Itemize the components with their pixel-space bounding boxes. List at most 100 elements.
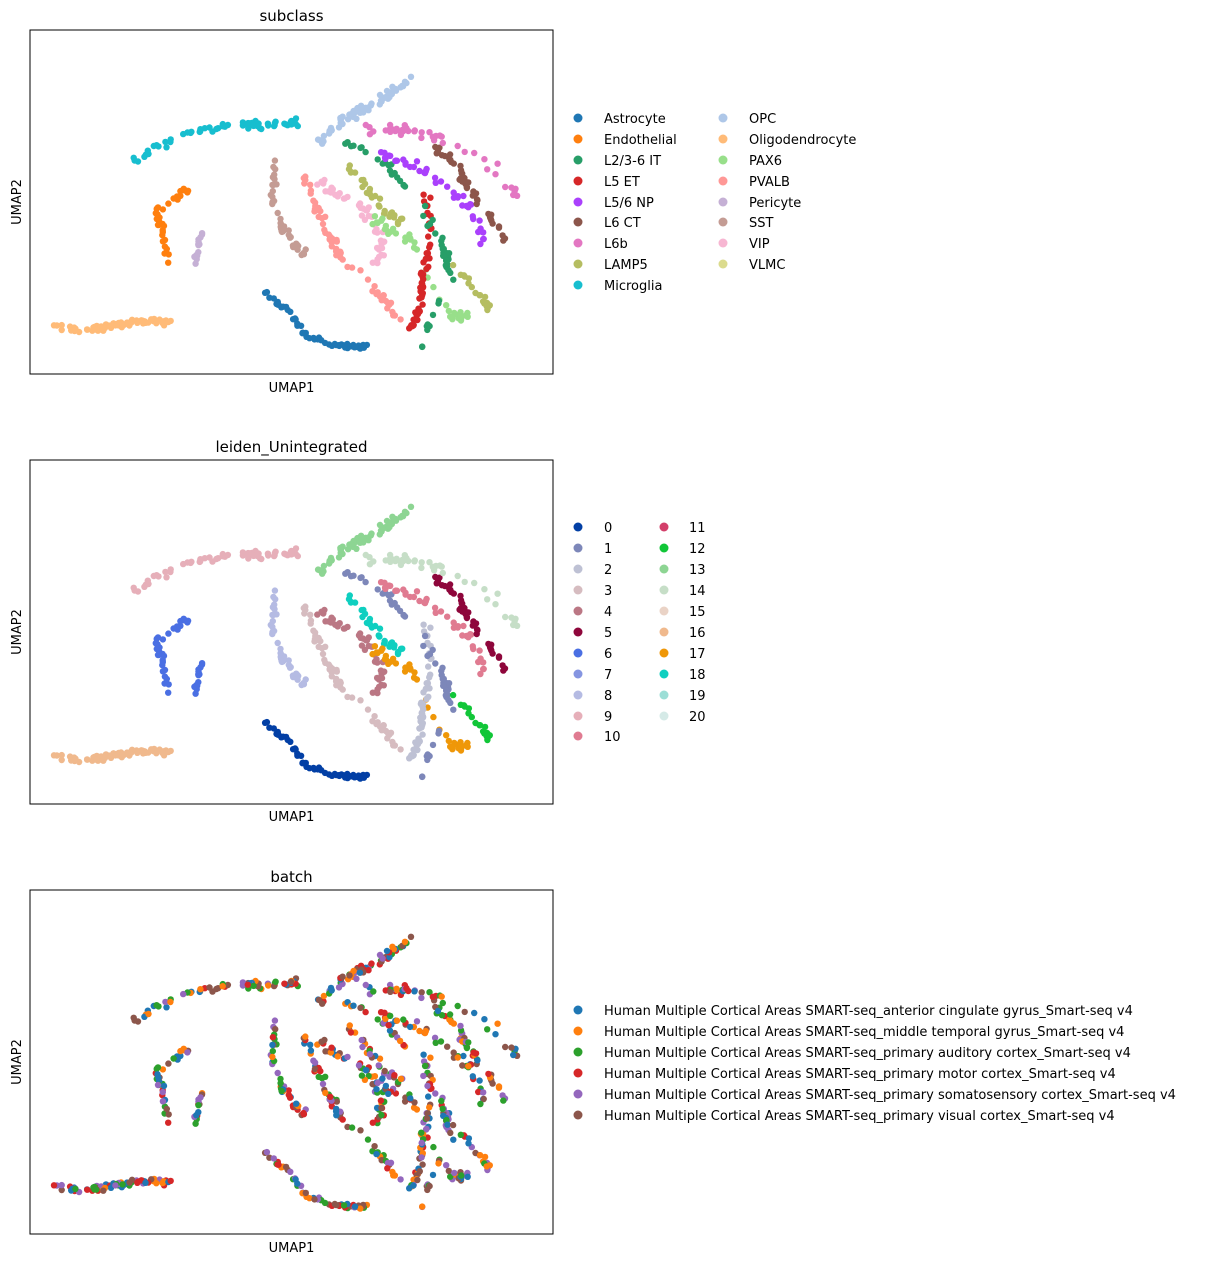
scatter-point — [374, 649, 381, 657]
scatter-point — [430, 283, 437, 291]
scatter-point — [154, 1081, 162, 1089]
scatter-point — [465, 1039, 472, 1046]
scatter-point — [381, 1009, 388, 1016]
scatter-point — [391, 212, 398, 219]
scatter-point — [465, 275, 473, 282]
scatter-point — [278, 657, 285, 665]
scatter-point — [465, 203, 472, 210]
scatter-point — [355, 632, 363, 639]
legend-marker — [718, 217, 728, 227]
scatter-point — [384, 735, 391, 742]
scatter-point — [393, 587, 401, 594]
legend-marker — [573, 585, 583, 595]
scatter-point — [371, 213, 379, 220]
scatter-point — [426, 1104, 433, 1111]
scatter-point — [481, 586, 488, 593]
scatter-point — [382, 1015, 389, 1022]
scatter-point — [356, 109, 364, 116]
scatter-point — [197, 556, 204, 563]
scatter-point — [327, 619, 335, 626]
scatter-point — [356, 969, 364, 976]
scatter-point — [321, 606, 328, 614]
scatter-point — [390, 742, 397, 749]
scatter-point — [454, 142, 461, 150]
scatter-point — [420, 212, 427, 220]
scatter-point — [265, 982, 272, 989]
scatter-point — [365, 967, 372, 974]
scatter-point — [180, 560, 187, 568]
scatter-point — [278, 227, 285, 235]
scatter-point — [410, 752, 417, 759]
scatter-point — [364, 276, 372, 283]
scatter-point — [294, 320, 301, 327]
scatter-point — [180, 130, 187, 138]
scatter-point — [359, 1043, 366, 1051]
scatter-point — [281, 550, 288, 557]
scatter-point — [421, 202, 429, 210]
scatter-point — [355, 1062, 363, 1069]
scatter-point — [411, 239, 418, 246]
y-axis-label: UMAP2 — [10, 179, 25, 225]
chart-title: subclass — [259, 7, 323, 25]
legend-marker — [573, 731, 583, 741]
scatter-point — [269, 187, 276, 195]
scatter-point — [334, 1053, 341, 1060]
scatter-point — [286, 664, 294, 671]
scatter-point — [444, 261, 451, 268]
scatter-point — [449, 1121, 457, 1129]
scatter-point — [272, 548, 279, 555]
scatter-point — [369, 1119, 376, 1126]
scatter-point — [385, 660, 392, 667]
scatter-point — [387, 988, 394, 995]
scatter-point — [357, 267, 364, 274]
scatter-point — [445, 307, 452, 315]
legend-marker — [718, 238, 728, 248]
scatter-point — [307, 1041, 314, 1049]
scatter-point — [416, 308, 423, 315]
scatter-point — [195, 1102, 202, 1109]
scatter-point — [310, 197, 317, 204]
scatter-point — [287, 308, 294, 315]
scatter-point — [464, 1173, 471, 1181]
scatter-point — [162, 568, 169, 576]
scatter-point — [145, 150, 152, 158]
scatter-point — [302, 329, 309, 337]
scatter-point — [287, 548, 295, 555]
scatter-point — [465, 1140, 472, 1147]
scatter-point — [426, 129, 433, 136]
scatter-point — [378, 674, 385, 682]
scatter-point — [416, 597, 423, 605]
scatter-point — [476, 722, 484, 729]
scatter-point — [348, 1124, 356, 1131]
scatter-point — [311, 766, 318, 773]
scatter-point — [269, 174, 277, 181]
scatter-point — [424, 1110, 431, 1117]
scatter-point — [371, 643, 379, 650]
scatter-point — [155, 214, 162, 222]
scatter-point — [131, 157, 138, 164]
scatter-point — [400, 181, 407, 189]
scatter-point — [126, 319, 133, 326]
scatter-point — [269, 611, 276, 619]
legend-label: L6 CT — [604, 216, 641, 231]
scatter-point — [333, 238, 340, 245]
scatter-point — [274, 209, 281, 217]
scatter-point — [424, 680, 431, 687]
scatter-point — [126, 749, 133, 756]
scatter-point — [277, 219, 284, 227]
legend-label: SST — [749, 216, 774, 231]
scatter-point — [397, 1176, 404, 1183]
scatter-point — [374, 1016, 381, 1023]
scatter-point — [119, 1181, 126, 1188]
legend-label: Human Multiple Cortical Areas SMART-seq_… — [604, 1046, 1131, 1061]
scatter-point — [357, 775, 364, 782]
scatter-point — [443, 302, 450, 309]
scatter-point — [353, 975, 360, 982]
scatter-point — [269, 181, 276, 189]
scatter-point — [373, 1150, 380, 1158]
legend-label: Human Multiple Cortical Areas SMART-seq_… — [604, 1025, 1124, 1040]
scatter-point — [347, 599, 355, 606]
legend-marker — [573, 669, 583, 679]
scatter-point — [457, 592, 464, 600]
scatter-point — [480, 659, 487, 666]
